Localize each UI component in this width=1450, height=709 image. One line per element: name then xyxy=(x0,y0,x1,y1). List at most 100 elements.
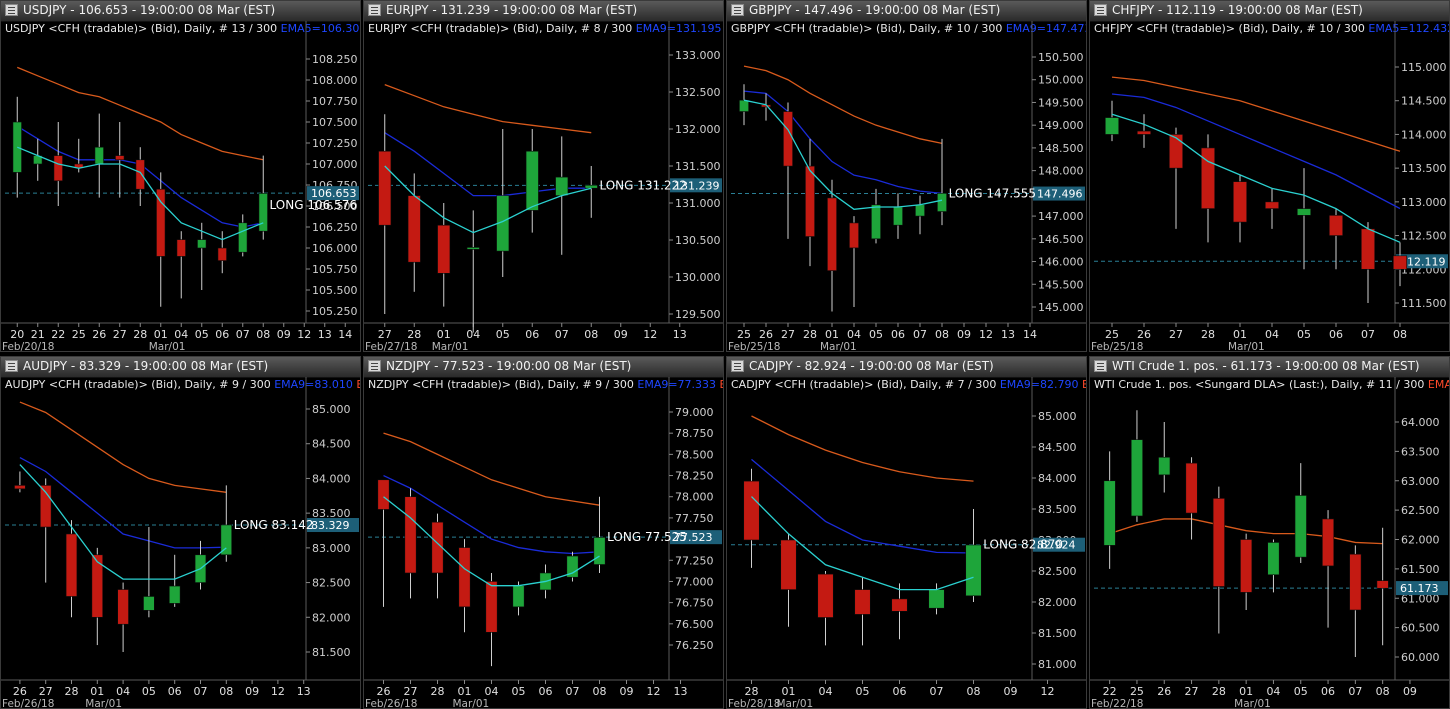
chart-title-bar[interactable]: WTI Crude 1. pos. - 61.173 - 19:00:00 08… xyxy=(1090,357,1449,378)
candle[interactable] xyxy=(1104,100,1120,142)
chart-window-icon[interactable] xyxy=(368,360,381,372)
y-tick-label: 60.500 xyxy=(1401,622,1440,635)
chart-title-bar[interactable]: CHFJPY - 112.119 - 19:00:00 08 Mar (EST) xyxy=(1090,1,1449,22)
chart-window-icon[interactable] xyxy=(731,360,744,372)
candle[interactable] xyxy=(780,533,797,627)
candle[interactable] xyxy=(39,478,52,583)
x-tick-label: 27 xyxy=(39,685,53,698)
candle[interactable] xyxy=(871,188,881,244)
candle[interactable] xyxy=(1168,127,1184,229)
chart-window-icon[interactable] xyxy=(368,4,381,16)
candle[interactable] xyxy=(783,102,793,239)
candle[interactable] xyxy=(1349,545,1362,657)
candle[interactable] xyxy=(407,173,421,292)
candle[interactable] xyxy=(1130,410,1143,522)
candle[interactable] xyxy=(217,231,227,274)
chart-title-bar[interactable]: CADJPY - 82.924 - 19:00:00 08 Mar (EST) xyxy=(727,357,1086,378)
candle[interactable] xyxy=(496,129,510,277)
chart-window-4[interactable]: AUDJPY - 83.329 - 19:00:00 08 Mar (EST) A… xyxy=(0,356,361,709)
candle[interactable] xyxy=(377,479,390,607)
chart-window-icon[interactable] xyxy=(1094,4,1107,16)
chart-window-icon[interactable] xyxy=(731,4,744,16)
candle[interactable] xyxy=(168,554,181,607)
candle[interactable] xyxy=(156,172,166,307)
candle[interactable] xyxy=(891,583,908,640)
candle[interactable] xyxy=(115,122,125,198)
candle[interactable] xyxy=(143,527,155,618)
candle[interactable] xyxy=(33,138,43,181)
candle[interactable] xyxy=(893,193,903,239)
candle[interactable] xyxy=(1185,457,1198,540)
candle[interactable] xyxy=(14,471,26,493)
candle[interactable] xyxy=(761,93,771,121)
candle[interactable] xyxy=(1296,168,1312,270)
chart-window-6[interactable]: CADJPY - 82.924 - 19:00:00 08 Mar (EST) C… xyxy=(726,356,1087,709)
candle[interactable] xyxy=(1322,510,1335,628)
candle[interactable] xyxy=(1264,188,1280,229)
candle[interactable] xyxy=(437,203,451,307)
candle[interactable] xyxy=(512,581,525,616)
candle[interactable] xyxy=(404,488,417,599)
candle[interactable] xyxy=(466,210,480,333)
candle[interactable] xyxy=(1158,422,1171,493)
position-label: LONG 106.576 xyxy=(270,198,357,212)
chart-window-0[interactable]: USDJPY - 106.653 - 19:00:00 08 Mar (EST)… xyxy=(0,0,361,352)
candle[interactable] xyxy=(1360,222,1376,303)
candle[interactable] xyxy=(135,147,145,206)
candle[interactable] xyxy=(117,582,129,652)
candle-body xyxy=(1130,439,1143,517)
candle[interactable] xyxy=(1200,134,1216,243)
candle[interactable] xyxy=(1240,533,1253,610)
candle[interactable] xyxy=(1103,451,1116,569)
candle[interactable] xyxy=(743,468,760,568)
candle[interactable] xyxy=(458,539,471,633)
candle[interactable] xyxy=(584,166,598,218)
candle[interactable] xyxy=(485,572,498,667)
candle[interactable] xyxy=(65,520,78,618)
y-tick-label: 114.000 xyxy=(1401,128,1447,141)
candle[interactable] xyxy=(1267,539,1280,593)
candle[interactable] xyxy=(849,216,859,307)
chart-window-5[interactable]: NZDJPY - 77.523 - 19:00:00 08 Mar (EST) N… xyxy=(363,356,724,709)
candle[interactable] xyxy=(965,509,982,602)
candle[interactable] xyxy=(1294,463,1307,563)
candle[interactable] xyxy=(220,485,233,562)
chart-window-7[interactable]: WTI Crude 1. pos. - 61.173 - 19:00:00 08… xyxy=(1089,356,1450,709)
candle[interactable] xyxy=(525,129,539,233)
chart-title-bar[interactable]: USDJPY - 106.653 - 19:00:00 08 Mar (EST) xyxy=(1,1,360,22)
candle[interactable] xyxy=(805,138,815,267)
candle[interactable] xyxy=(1136,114,1152,148)
candle[interactable] xyxy=(937,138,947,226)
candle[interactable] xyxy=(854,577,871,646)
candle[interactable] xyxy=(1328,208,1344,270)
candle[interactable] xyxy=(378,114,392,314)
candle[interactable] xyxy=(915,195,925,235)
candle[interactable] xyxy=(197,222,207,290)
chart-window-icon[interactable] xyxy=(5,4,18,16)
candle[interactable] xyxy=(1376,527,1389,646)
candle[interactable] xyxy=(91,547,104,646)
candle[interactable] xyxy=(593,496,606,573)
candle[interactable] xyxy=(94,113,104,198)
chart-window-2[interactable]: GBPJPY - 147.496 - 19:00:00 08 Mar (EST)… xyxy=(726,0,1087,352)
chart-title-bar[interactable]: EURJPY - 131.239 - 19:00:00 08 Mar (EST) xyxy=(364,1,723,22)
candle[interactable] xyxy=(176,231,186,299)
candle[interactable] xyxy=(431,513,444,599)
candle[interactable] xyxy=(739,84,749,126)
candle[interactable] xyxy=(258,155,268,240)
chart-window-1[interactable]: EURJPY - 131.239 - 19:00:00 08 Mar (EST)… xyxy=(363,0,724,352)
chart-window-3[interactable]: CHFJPY - 112.119 - 19:00:00 08 Mar (EST)… xyxy=(1089,0,1450,352)
chart-title-bar[interactable]: GBPJPY - 147.496 - 19:00:00 08 Mar (EST) xyxy=(727,1,1086,22)
chart-window-icon[interactable] xyxy=(5,360,18,372)
candle[interactable] xyxy=(1212,486,1225,634)
chart-window-icon[interactable] xyxy=(1094,360,1107,372)
candle[interactable] xyxy=(566,551,579,582)
candle[interactable] xyxy=(1232,174,1248,243)
chart-title-bar[interactable]: NZDJPY - 77.523 - 19:00:00 08 Mar (EST) xyxy=(364,357,723,378)
candle[interactable] xyxy=(238,214,248,257)
candle[interactable] xyxy=(817,571,834,646)
candle-body xyxy=(220,524,233,556)
candle[interactable] xyxy=(1392,242,1408,287)
candle[interactable] xyxy=(827,179,837,312)
chart-title-bar[interactable]: AUDJPY - 83.329 - 19:00:00 08 Mar (EST) xyxy=(1,357,360,378)
